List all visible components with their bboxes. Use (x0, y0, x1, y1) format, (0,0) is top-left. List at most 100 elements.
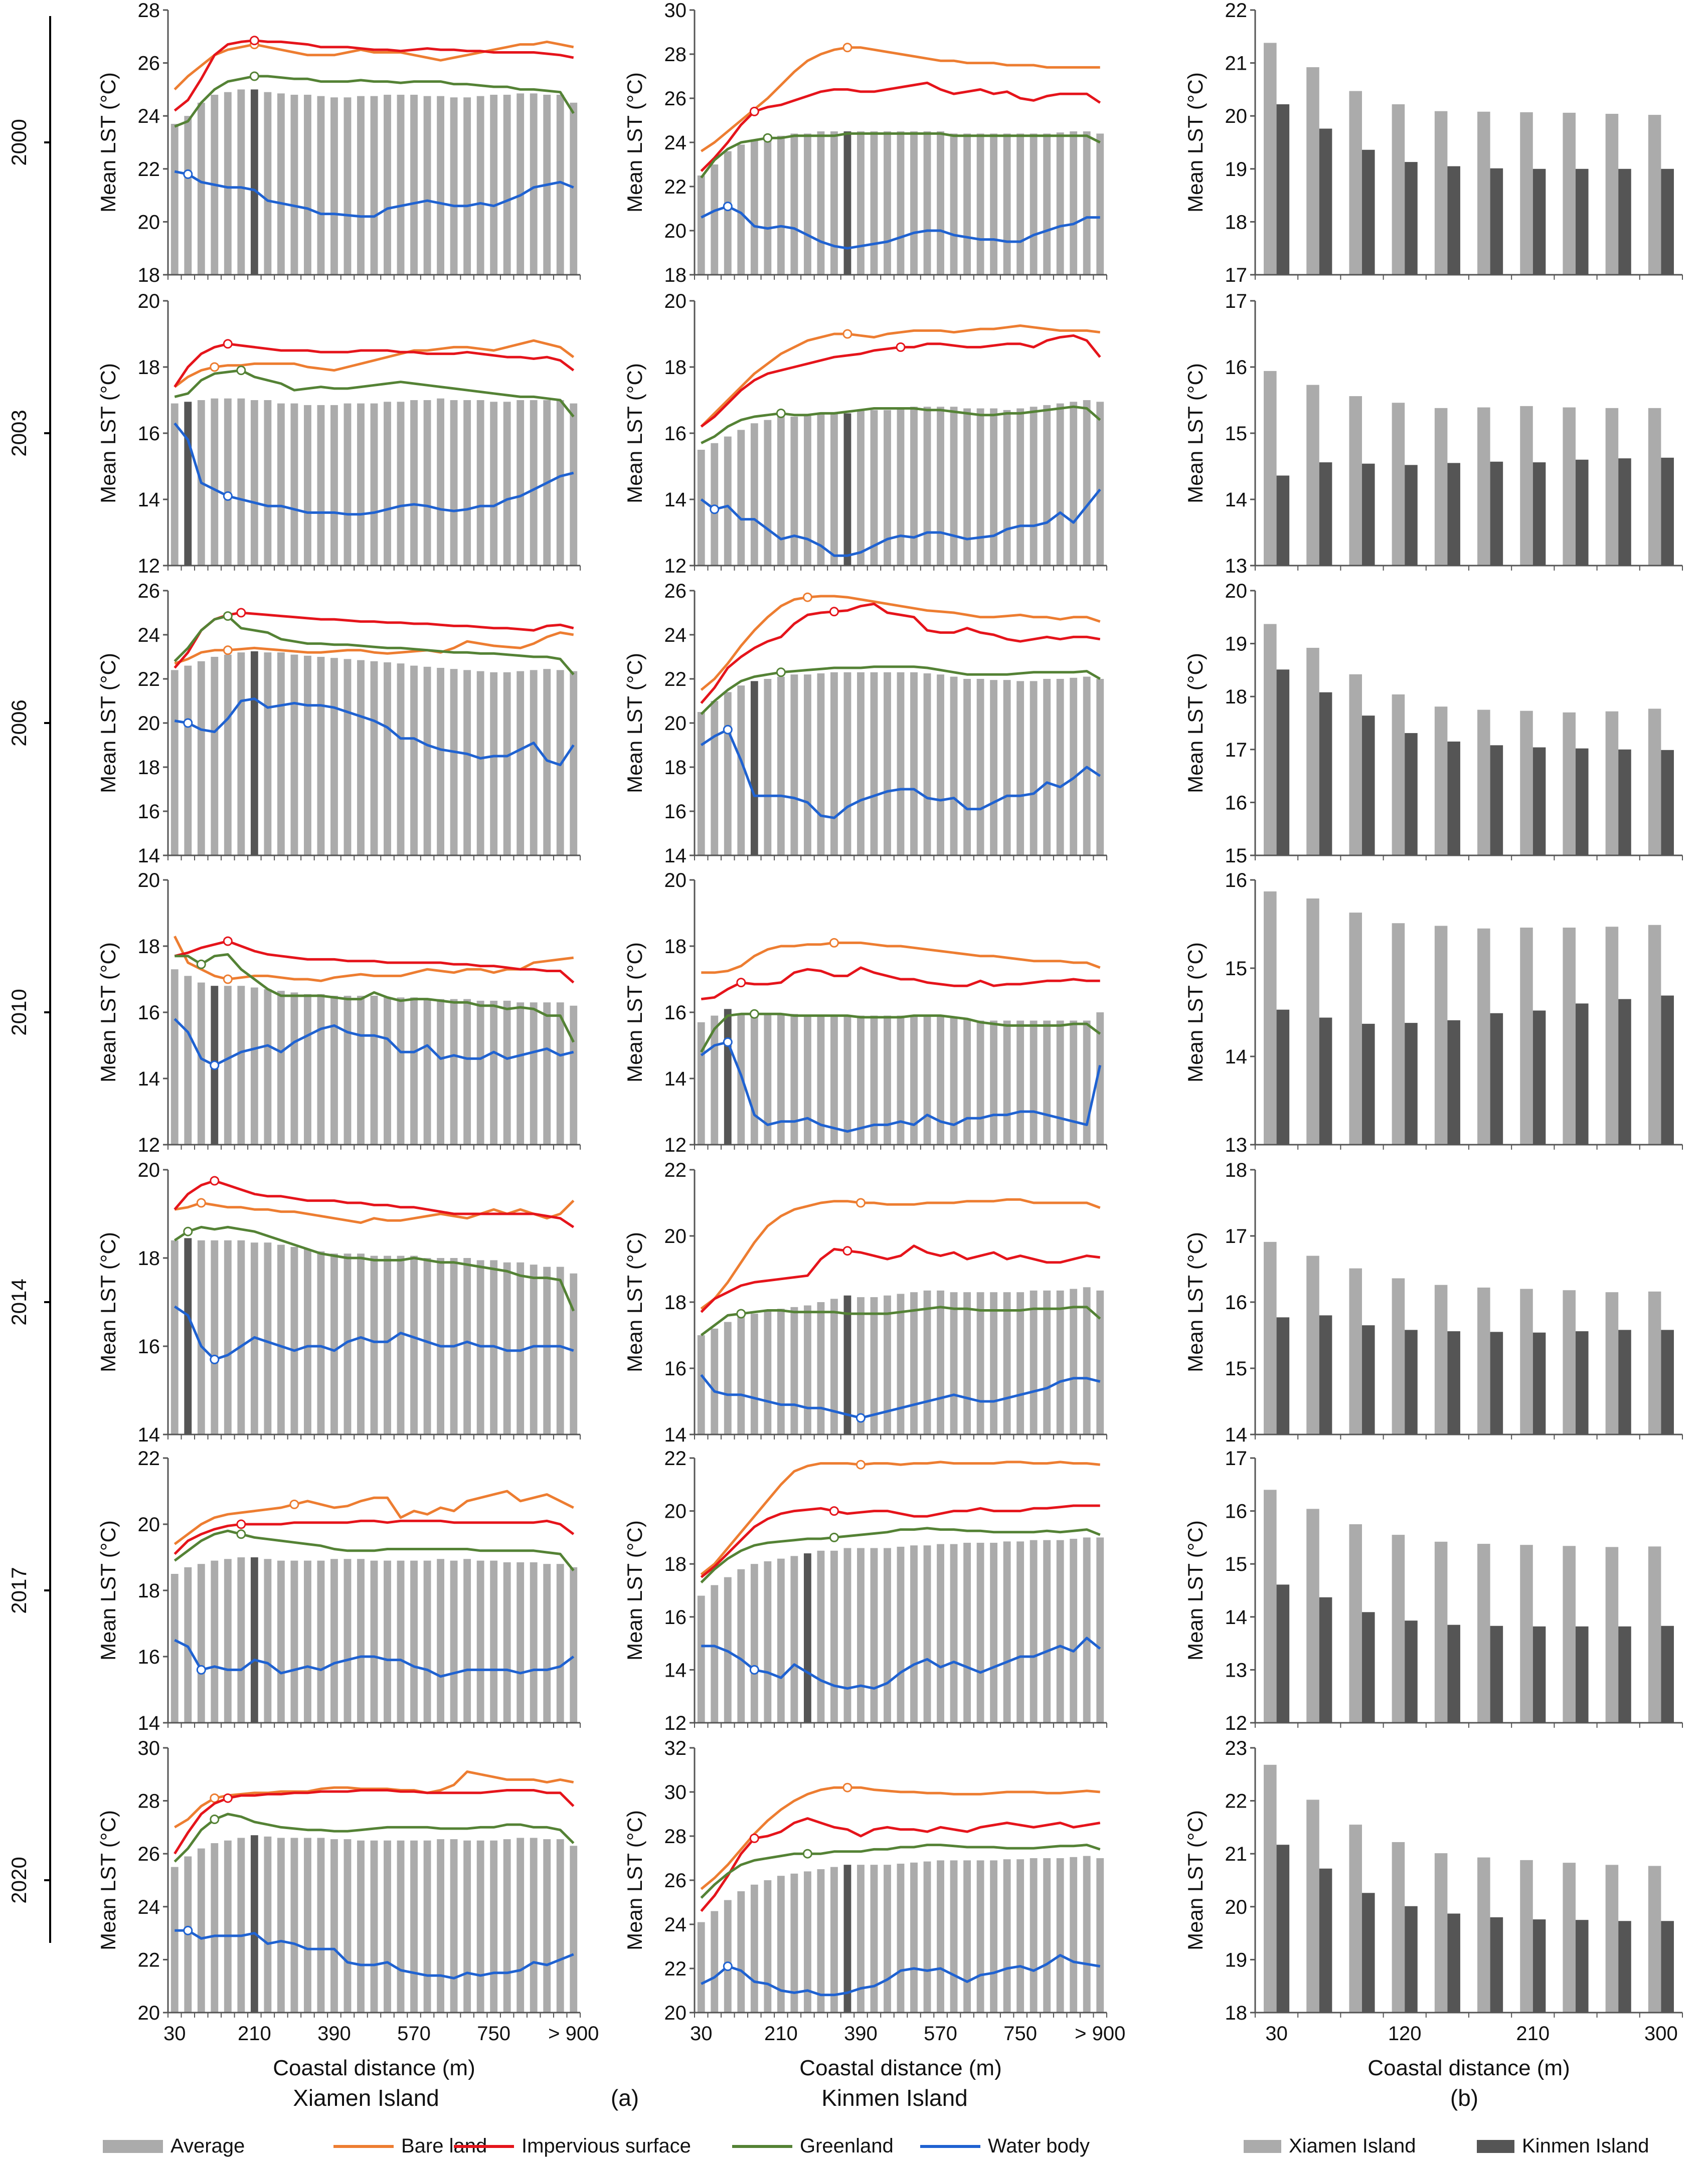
y-axis-title: Mean LST (°C) (623, 942, 646, 1083)
bare-peak-marker (289, 1499, 299, 1509)
kinmen-bar (1276, 1317, 1290, 1434)
y-tick-label: 14 (138, 1712, 160, 1734)
y-tick-label: 18 (138, 757, 160, 779)
chart-panel-a-2010-xiamen: 12 14 16 18 20 Mean LST (°C) (96, 869, 581, 1156)
average-bar (870, 131, 878, 275)
average-bar (910, 131, 918, 275)
y-tick-label: 22 (664, 1159, 687, 1181)
average-bar (463, 1559, 471, 1723)
y-tick-label: 20 (138, 211, 160, 233)
average-bar (397, 663, 405, 855)
average-bar (963, 1292, 971, 1434)
chart-panel-b-2010: 13 14 15 16 Mean LST (°C) (1183, 869, 1683, 1156)
average-bar (463, 1258, 471, 1434)
y-tick-label: 16 (1225, 356, 1248, 379)
y-tick-label: 20 (664, 220, 687, 242)
average-bar (410, 997, 418, 1145)
y-tick-label: 18 (138, 1580, 160, 1602)
kinmen-bar (1532, 747, 1546, 855)
y-tick-label: 17 (1225, 264, 1248, 286)
average-bar (950, 407, 958, 566)
average-bar (1003, 1292, 1011, 1434)
kinmen-bar (1618, 168, 1631, 275)
xiamen-bar (1648, 1546, 1661, 1723)
average-bar (830, 1867, 838, 2013)
average-bar (963, 1019, 971, 1145)
y-axis-title: Mean LST (°C) (623, 1810, 646, 1950)
y-axis-title: Mean LST (°C) (96, 1232, 120, 1372)
average-bar (476, 400, 484, 566)
kinmen-bar (1661, 1330, 1674, 1434)
average-bar (1096, 679, 1104, 855)
average-bar (277, 403, 285, 566)
average-bar (777, 135, 785, 275)
average-bar (397, 1840, 405, 2013)
kinmen-bar (1576, 168, 1589, 275)
average-bar (410, 400, 418, 566)
xiamen-bar (1392, 923, 1405, 1145)
green-peak-marker (749, 1009, 759, 1019)
water-peak-marker (196, 1665, 206, 1675)
chart-panel-a-2006-xiamen: 14 16 18 20 22 24 26 Mean LST (°C) (96, 580, 581, 867)
y-tick-label: 21 (1225, 1843, 1248, 1865)
average-bar (857, 410, 865, 566)
y-tick-label: 20 (138, 2002, 160, 2024)
average-bar (450, 1560, 458, 1723)
water-line (175, 1929, 574, 1979)
average-bar (303, 1249, 311, 1434)
impervious-line (700, 1244, 1101, 1313)
average-bar (963, 679, 971, 855)
average-bar (410, 1255, 418, 1434)
y-tick-label: 28 (138, 1790, 160, 1813)
average-bar (1083, 1537, 1091, 1723)
kinmen-bar (1532, 1919, 1546, 2013)
average-bar (344, 403, 352, 566)
kinmen-bar (1532, 1626, 1546, 1723)
impervious-peak-marker (236, 608, 246, 618)
green-line (174, 1813, 575, 1863)
xiamen-bar (1392, 403, 1405, 566)
green-peak-marker (829, 1532, 839, 1542)
bare-line (700, 1461, 1100, 1576)
green-line (700, 1306, 1101, 1337)
green-line (700, 1012, 1101, 1053)
xiamen-bar (1477, 709, 1490, 855)
average-bar (1083, 400, 1091, 566)
average-bar (937, 407, 944, 566)
water-peak-marker (749, 1665, 759, 1675)
green-line (700, 1844, 1101, 1899)
average-bar (503, 1000, 511, 1145)
average-bar (290, 1838, 298, 2013)
x-tick-label: 210 (238, 2023, 271, 2045)
xiamen-bar (1392, 694, 1405, 855)
y-tick-label: 14 (664, 1068, 687, 1090)
average-bar (817, 413, 825, 566)
bare-peak-marker (223, 974, 233, 984)
y-tick-label: 20 (1225, 580, 1248, 602)
average-bar (1030, 133, 1038, 275)
xiamen-caption: Xiamen Island (293, 2085, 439, 2111)
water-line (174, 422, 574, 516)
average-bar (303, 1838, 311, 2013)
average-bar (697, 175, 705, 275)
average-bar (870, 1548, 878, 1723)
kinmen-bar (1447, 1331, 1460, 1434)
average-bar (910, 1545, 918, 1723)
water-peak-marker (183, 718, 193, 728)
average-bar (1070, 677, 1078, 855)
y-axis-title: Mean LST (°C) (623, 1520, 646, 1661)
average-bar (357, 403, 365, 566)
impervious-line (700, 81, 1101, 172)
y-tick-label: 22 (664, 176, 687, 198)
average-bar (1003, 1859, 1011, 2013)
average-bar (790, 133, 798, 275)
y-tick-label: 18 (1225, 1159, 1248, 1181)
average-bar (897, 1546, 905, 1723)
average-bar (777, 1876, 785, 2013)
y-tick-label: 26 (664, 88, 687, 110)
average-bar (990, 408, 998, 566)
water-line (700, 1040, 1102, 1133)
average-bar (750, 1014, 758, 1145)
y-tick-label: 26 (138, 580, 160, 602)
y-tick-label: 26 (138, 1843, 160, 1865)
